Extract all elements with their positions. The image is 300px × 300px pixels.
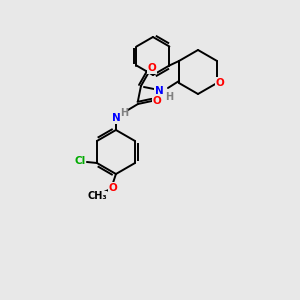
Text: N: N — [112, 113, 120, 123]
Text: O: O — [109, 183, 117, 193]
Text: H: H — [165, 92, 173, 102]
Text: CH₃: CH₃ — [87, 191, 107, 201]
Text: H: H — [120, 108, 128, 118]
Text: O: O — [216, 78, 224, 88]
Text: O: O — [153, 96, 161, 106]
Text: Cl: Cl — [74, 156, 86, 166]
Text: O: O — [148, 63, 156, 73]
Text: N: N — [154, 86, 163, 96]
